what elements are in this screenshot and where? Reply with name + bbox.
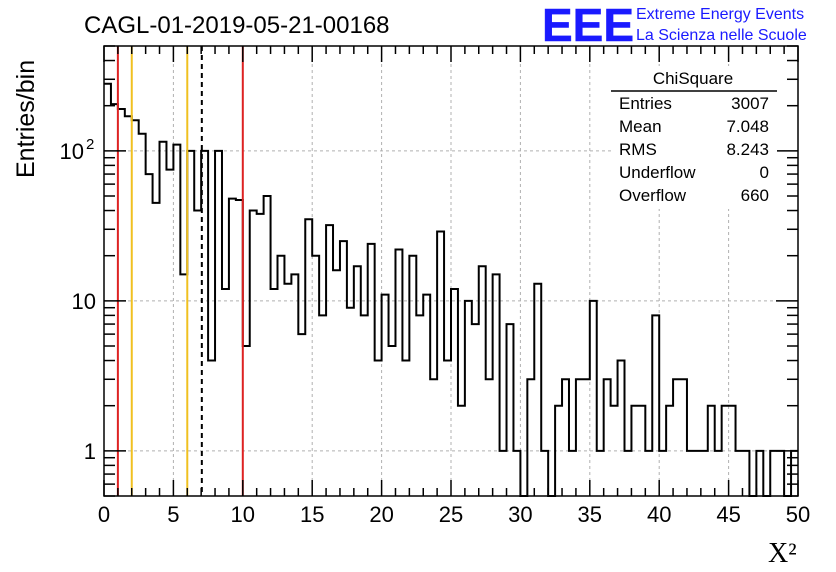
x-axis-ticks: 0 5 10 15 20 25 30 35 40 45 50 — [98, 46, 810, 527]
reference-lines — [116, 46, 244, 496]
histogram-outline — [104, 82, 798, 497]
y-tick-exponent: 2 — [86, 136, 94, 153]
stats-value: 8.243 — [726, 140, 769, 159]
x-axis-label: X² — [768, 538, 797, 569]
x-tick-label: 45 — [716, 502, 740, 527]
stats-value: 3007 — [731, 94, 769, 113]
y-tick-label: 10 — [60, 139, 84, 164]
stats-label: Mean — [619, 117, 662, 136]
stats-label: Overflow — [619, 186, 687, 205]
x-tick-label: 0 — [98, 502, 110, 527]
stats-label: Underflow — [619, 163, 696, 182]
stats-value: 0 — [760, 163, 769, 182]
chart-title: CAGL-01-2019-05-21-00168 — [84, 12, 390, 39]
y-tick-label: 1 — [84, 439, 96, 464]
x-tick-label: 5 — [167, 502, 179, 527]
x-tick-label: 25 — [439, 502, 463, 527]
stats-box-background — [611, 66, 777, 209]
x-tick-label: 10 — [231, 502, 255, 527]
eee-logo: EEE — [542, 0, 634, 51]
x-tick-label: 20 — [369, 502, 393, 527]
y-tick-label: 10 — [72, 289, 96, 314]
stats-box: ChiSquare Entries 3007 Mean 7.048 RMS 8.243 Un… — [611, 66, 777, 209]
stats-label: RMS — [619, 140, 657, 159]
x-tick-label: 15 — [300, 502, 324, 527]
stats-box-title: ChiSquare — [653, 69, 733, 88]
x-tick-label: 30 — [508, 502, 532, 527]
y-axis-label: Entries/bin — [12, 60, 40, 178]
logo-line-1: Extreme Energy Events — [636, 6, 804, 23]
stats-value: 660 — [741, 186, 769, 205]
x-tick-label: 40 — [647, 502, 671, 527]
histogram — [104, 82, 798, 497]
stats-label: Entries — [619, 94, 672, 113]
x-tick-label: 35 — [578, 502, 602, 527]
x-tick-label: 50 — [786, 502, 810, 527]
logo-line-2: La Scienza nelle Scuole — [636, 27, 807, 44]
stats-value: 7.048 — [726, 117, 769, 136]
